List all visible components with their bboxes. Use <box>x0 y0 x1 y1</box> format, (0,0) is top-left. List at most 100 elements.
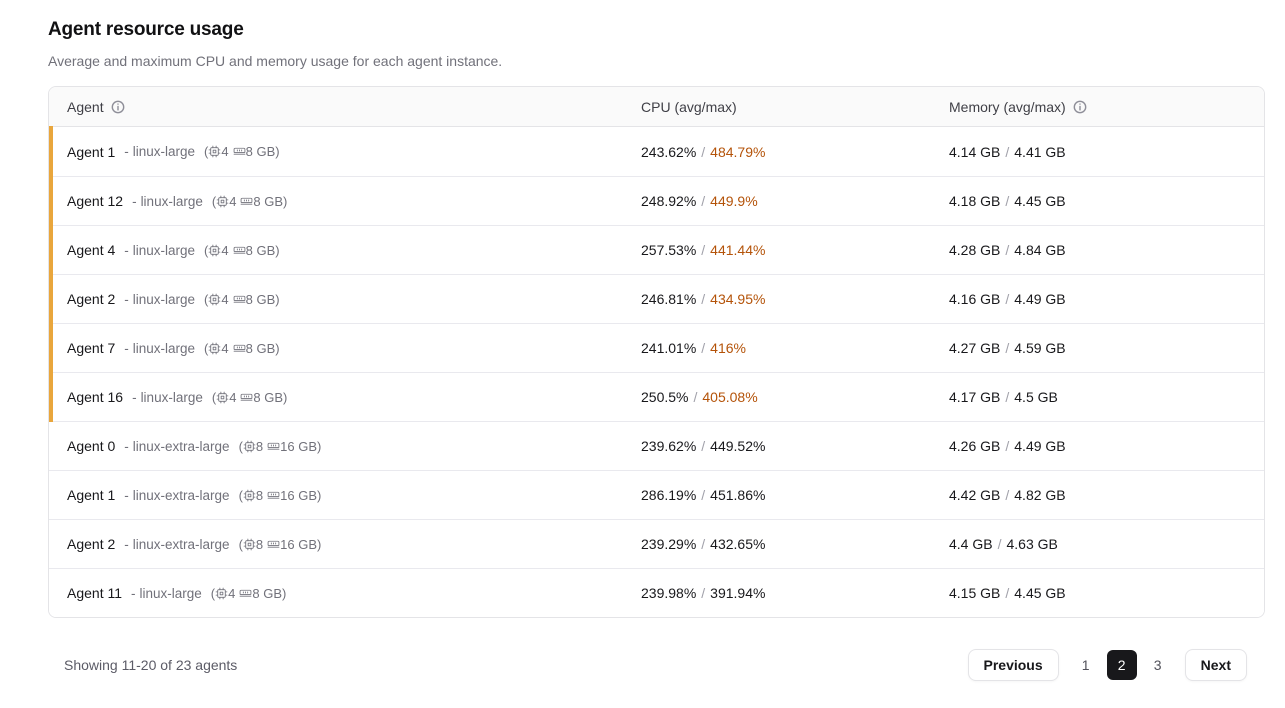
info-icon[interactable] <box>1073 100 1087 114</box>
memory-avg-value: 4.27 GB <box>949 340 1001 356</box>
agent-name: Agent 2 <box>67 291 116 307</box>
spec-open-paren: ( <box>211 389 217 405</box>
agent-cell: Agent 4 - linux-large ( 4 8 GB ) <box>49 242 641 258</box>
spec-open-paren: ( <box>238 487 243 503</box>
cpu-max-value: 434.95% <box>710 291 766 307</box>
info-icon[interactable] <box>111 100 125 114</box>
spec-cpu-count: 4 <box>221 144 229 159</box>
memory-max-value: 4.41 GB <box>1014 143 1066 160</box>
next-page-button[interactable]: Next <box>1184 649 1247 681</box>
spec-ram-size: 8 GB <box>245 242 276 258</box>
cpu-usage-cell: 248.92% / 449.9% <box>641 193 949 209</box>
spec-open-paren: ( <box>204 291 209 307</box>
cpu-chip-icon <box>216 391 229 403</box>
value-separator: / <box>1005 487 1010 503</box>
memory-usage-cell: 4.14 GB / 4.41 GB <box>949 144 1264 160</box>
spec-ram-size: 16 GB <box>280 438 317 454</box>
cpu-max-value: 391.94% <box>710 585 766 601</box>
ram-icon <box>233 344 245 352</box>
cpu-chip-icon <box>215 587 228 599</box>
ram-icon <box>241 393 253 401</box>
instance-separator: - <box>132 389 137 405</box>
page-button-1[interactable]: 1 <box>1071 650 1101 680</box>
spec-close-paren: ) <box>275 291 280 307</box>
agent-name: Agent 1 <box>67 143 116 160</box>
cpu-usage-cell: 246.81% / 434.95% <box>641 291 949 307</box>
spec-open-paren: ( <box>211 193 217 209</box>
agent-instance-type: linux-large <box>139 585 202 601</box>
spec-close-paren: ) <box>283 389 288 405</box>
cpu-usage-cell: 250.5% / 405.08% <box>641 389 949 405</box>
cpu-max-value: 405.08% <box>702 389 758 405</box>
instance-separator: - <box>124 291 129 307</box>
cpu-max-value: 441.44% <box>710 242 766 258</box>
cpu-chip-icon <box>216 195 229 207</box>
spec-ram-size: 8 GB <box>253 193 284 209</box>
cpu-avg-value: 243.62% <box>641 143 697 160</box>
ram-icon <box>267 540 280 548</box>
cpu-usage-cell: 239.29% / 432.65% <box>641 536 949 552</box>
agent-name: Agent 12 <box>67 193 124 209</box>
spec-open-paren: ( <box>204 144 209 159</box>
value-separator: / <box>1005 193 1010 209</box>
memory-usage-cell: 4.27 GB / 4.59 GB <box>949 340 1264 356</box>
memory-max-value: 4.84 GB <box>1014 242 1066 258</box>
page-title: Agent resource usage <box>48 19 244 40</box>
spec-cpu-count: 4 <box>228 585 236 601</box>
column-header-cpu: CPU (avg/max) <box>641 98 737 115</box>
page-button-3[interactable]: 3 <box>1143 650 1173 680</box>
spec-open-paren: ( <box>210 585 216 601</box>
previous-page-button[interactable]: Previous <box>967 649 1059 681</box>
spec-close-paren: ) <box>317 487 322 503</box>
spec-ram-size: 8 GB <box>245 340 276 356</box>
memory-max-value: 4.5 GB <box>1014 389 1058 405</box>
instance-separator: - <box>124 340 129 356</box>
cpu-avg-value: 241.01% <box>641 340 697 356</box>
agent-instance-type: linux-extra-large <box>132 536 230 552</box>
memory-usage-cell: 4.18 GB / 4.45 GB <box>949 193 1264 209</box>
column-header-memory-cell: Memory (avg/max) <box>949 99 1264 115</box>
spec-cpu-count: 8 <box>255 438 264 454</box>
agent-spec: ( 8 16 GB ) <box>239 488 322 503</box>
memory-max-value: 4.49 GB <box>1014 438 1066 454</box>
memory-max-value: 4.45 GB <box>1014 193 1066 209</box>
cpu-max-value: 449.52% <box>710 438 766 454</box>
agent-name: Agent 0 <box>67 438 116 454</box>
memory-usage-cell: 4.16 GB / 4.49 GB <box>949 291 1264 307</box>
agent-name: Agent 4 <box>67 242 116 258</box>
cpu-avg-value: 246.81% <box>641 291 697 307</box>
agent-instance-type: linux-large <box>132 340 196 356</box>
instance-separator: - <box>131 585 136 601</box>
spec-open-paren: ( <box>204 340 209 356</box>
cpu-usage-cell: 257.53% / 441.44% <box>641 242 949 258</box>
value-separator: / <box>701 438 706 454</box>
agent-spec: ( 8 16 GB ) <box>239 439 322 454</box>
agent-spec: ( 4 8 GB ) <box>204 243 280 258</box>
page-button-2[interactable]: 2 <box>1106 650 1137 680</box>
agent-instance-type: linux-large <box>140 389 203 405</box>
value-separator: / <box>701 536 706 552</box>
value-separator: / <box>1005 389 1010 405</box>
agent-spec: ( 4 8 GB ) <box>212 390 288 405</box>
spec-close-paren: ) <box>317 438 322 454</box>
agent-instance-type: linux-large <box>132 291 196 307</box>
memory-avg-value: 4.42 GB <box>949 487 1001 503</box>
cpu-usage-cell: 241.01% / 416% <box>641 340 949 356</box>
cpu-chip-icon <box>209 244 221 256</box>
cpu-avg-value: 248.92% <box>641 193 697 209</box>
value-separator: / <box>701 143 706 160</box>
table-row: Agent 2 - linux-large ( 4 8 GB ) 24 <box>49 274 1264 324</box>
instance-separator: - <box>124 536 129 552</box>
cpu-avg-value: 250.5% <box>641 389 689 405</box>
cpu-chip-icon <box>243 489 256 501</box>
agent-cell: Agent 12 - linux-large ( 4 8 GB ) <box>49 193 641 209</box>
memory-avg-value: 4.28 GB <box>949 242 1001 258</box>
spec-cpu-count: 4 <box>221 291 229 307</box>
spec-cpu-count: 4 <box>221 340 229 356</box>
table-row: Agent 2 - linux-extra-large ( 8 16 GB ) <box>49 519 1264 568</box>
spec-close-paren: ) <box>275 144 280 159</box>
value-separator: / <box>1005 438 1010 454</box>
cpu-chip-icon <box>243 538 256 550</box>
